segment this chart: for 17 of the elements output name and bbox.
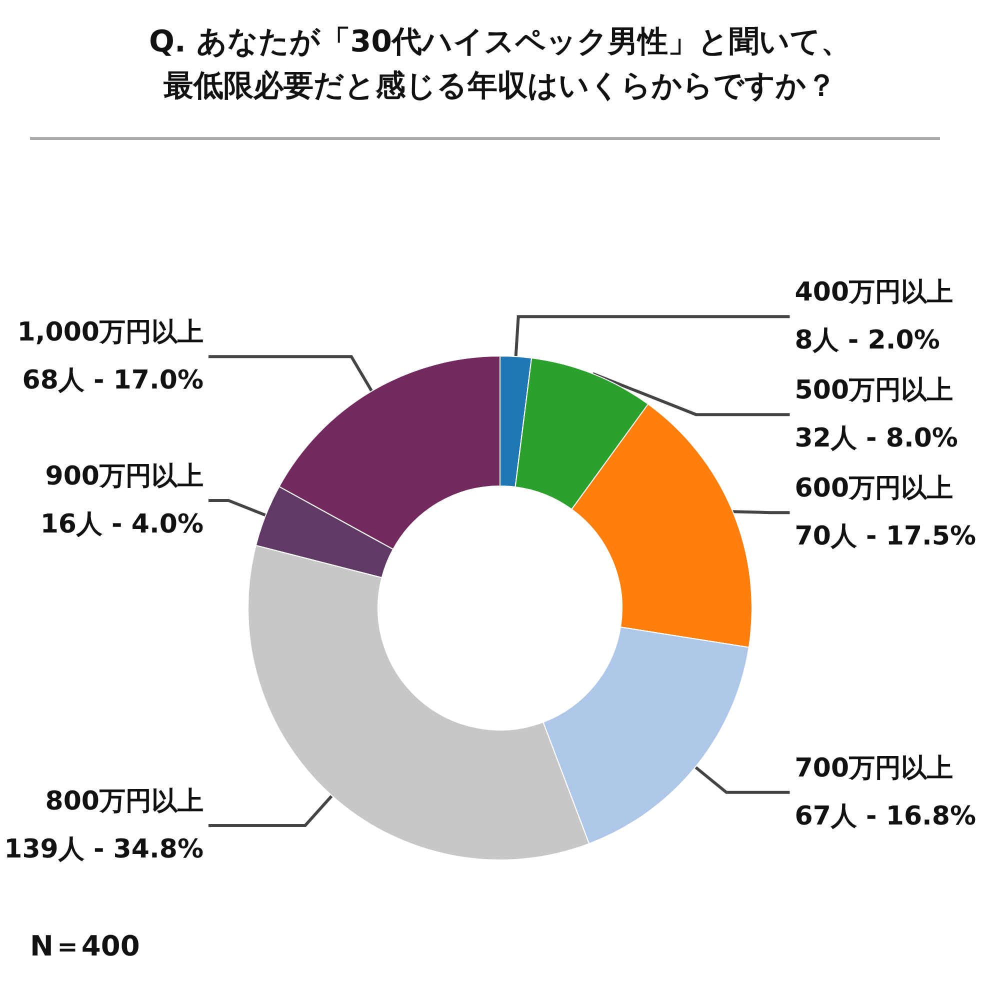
slice-label: 400万円以上	[794, 278, 954, 308]
chart-subtitle: 最低限必要だと感じる年収はいくらからですか？	[164, 68, 836, 104]
data-label: 32人 - 8.0%	[794, 424, 958, 454]
slice-label: 1,000万円以上	[17, 318, 204, 348]
data-label: 67人 - 16.8%	[794, 801, 976, 832]
data-label: 139人 - 34.8%	[4, 834, 204, 865]
data-label: 68人 - 17.0%	[22, 366, 204, 396]
data-label: 16人 - 4.0%	[40, 510, 204, 540]
slice-label: 900万円以上	[45, 462, 204, 492]
slice-label: 600万円以上	[794, 474, 954, 504]
text: N＝400	[30, 930, 140, 962]
slice-label: 700万円以上	[794, 753, 954, 784]
slice-label: 500万円以上	[794, 376, 954, 406]
data-label: 8人 - 2.0%	[794, 326, 940, 356]
slice-label: 800万円以上	[45, 786, 204, 817]
chart-title: Q. あなたが「30代ハイスペック男性」と聞いて、	[148, 24, 852, 60]
data-label: 70人 - 17.5%	[794, 522, 976, 552]
